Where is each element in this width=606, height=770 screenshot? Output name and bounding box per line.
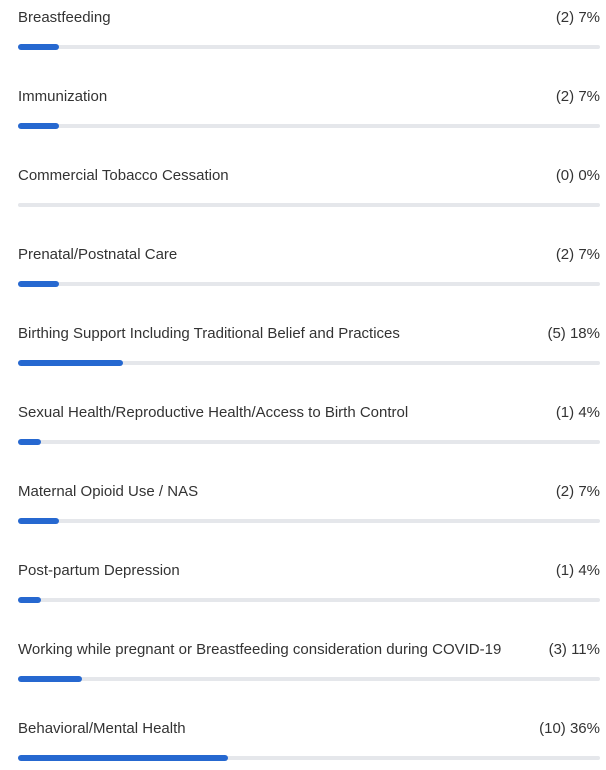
result-row: Breastfeeding (2) 7% [18, 5, 600, 50]
bar [18, 439, 42, 445]
row-header: Working while pregnant or Breastfeeding … [18, 637, 600, 663]
row-header: Immunization (2) 7% [18, 84, 600, 110]
result-label: (0) 0% [555, 167, 600, 184]
result-row: Immunization (2) 7% [18, 84, 600, 129]
bar-track [18, 281, 600, 287]
bar-track [18, 597, 600, 603]
option-label: Maternal Opioid Use / NAS [18, 483, 199, 500]
row-header: Post-partum Depression (1) 4% [18, 558, 600, 584]
row-header: Commercial Tobacco Cessation (0) 0% [18, 163, 600, 189]
bar [18, 518, 59, 524]
bar-track [18, 44, 600, 50]
result-label: (3) 11% [548, 641, 600, 658]
result-label: (1) 4% [555, 404, 600, 421]
result-label: (5) 18% [547, 325, 600, 342]
result-label: (10) 36% [539, 720, 600, 737]
result-row: Birthing Support Including Traditional B… [18, 321, 600, 366]
row-header: Maternal Opioid Use / NAS (2) 7% [18, 479, 600, 505]
result-label: (2) 7% [555, 9, 600, 26]
bar-track [18, 676, 600, 682]
result-row: Behavioral/Mental Health (10) 36% [18, 716, 600, 761]
result-row: Working while pregnant or Breastfeeding … [18, 637, 600, 682]
option-label: Immunization [18, 88, 108, 105]
result-row: Post-partum Depression (1) 4% [18, 558, 600, 603]
bar-track [18, 755, 600, 761]
option-label: Working while pregnant or Breastfeeding … [18, 641, 502, 658]
bar [18, 755, 228, 761]
bar [18, 676, 83, 682]
option-label: Behavioral/Mental Health [18, 720, 186, 737]
option-label: Commercial Tobacco Cessation [18, 167, 229, 184]
result-label: (2) 7% [555, 246, 600, 263]
row-header: Behavioral/Mental Health (10) 36% [18, 716, 600, 742]
bar [18, 44, 59, 50]
row-header: Sexual Health/Reproductive Health/Access… [18, 400, 600, 426]
result-row: Commercial Tobacco Cessation (0) 0% [18, 163, 600, 207]
result-label: (1) 4% [555, 562, 600, 579]
result-row: Maternal Opioid Use / NAS (2) 7% [18, 479, 600, 524]
bar [18, 281, 59, 287]
option-label: Birthing Support Including Traditional B… [18, 325, 400, 342]
row-header: Prenatal/Postnatal Care (2) 7% [18, 242, 600, 268]
row-header: Birthing Support Including Traditional B… [18, 321, 600, 347]
row-header: Breastfeeding (2) 7% [18, 5, 600, 31]
option-label: Prenatal/Postnatal Care [18, 246, 178, 263]
bar-track [18, 518, 600, 524]
bar [18, 123, 59, 129]
option-label: Breastfeeding [18, 9, 111, 26]
bar-track [18, 203, 600, 207]
bar [18, 360, 123, 366]
bar-track [18, 439, 600, 445]
bar [18, 597, 42, 603]
result-label: (2) 7% [555, 88, 600, 105]
result-row: Prenatal/Postnatal Care (2) 7% [18, 242, 600, 287]
option-label: Post-partum Depression [18, 562, 180, 579]
bar-track [18, 123, 600, 129]
option-label: Sexual Health/Reproductive Health/Access… [18, 404, 409, 421]
result-row: Sexual Health/Reproductive Health/Access… [18, 400, 600, 445]
bar-track [18, 360, 600, 366]
result-label: (2) 7% [555, 483, 600, 500]
